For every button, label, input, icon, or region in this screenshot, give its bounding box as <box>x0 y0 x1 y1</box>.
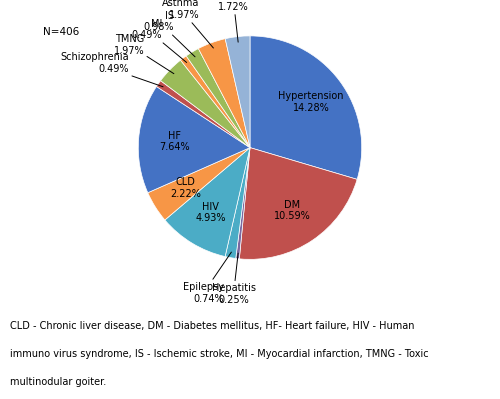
Text: Schizophrenia
0.49%: Schizophrenia 0.49% <box>60 52 163 87</box>
Text: Hypertension
14.28%: Hypertension 14.28% <box>278 91 344 113</box>
Wedge shape <box>156 81 250 148</box>
Wedge shape <box>165 148 250 257</box>
Text: DM
10.59%: DM 10.59% <box>274 200 311 221</box>
Wedge shape <box>138 87 250 193</box>
Text: TMNG
1.97%: TMNG 1.97% <box>114 34 174 74</box>
Wedge shape <box>180 56 250 148</box>
Wedge shape <box>236 148 250 259</box>
Text: multinodular goiter.: multinodular goiter. <box>10 377 106 387</box>
Wedge shape <box>225 36 250 148</box>
Text: Corplumonale
1.72%: Corplumonale 1.72% <box>200 0 268 42</box>
Text: MI
0.49%: MI 0.49% <box>132 18 186 63</box>
Text: Epilepsy
0.74%: Epilepsy 0.74% <box>183 252 232 304</box>
Text: HIV
4.93%: HIV 4.93% <box>196 202 226 223</box>
Wedge shape <box>250 36 362 180</box>
Text: N=406: N=406 <box>44 27 80 37</box>
Wedge shape <box>198 39 250 148</box>
Wedge shape <box>225 148 250 259</box>
Text: Hepatitis
0.25%: Hepatitis 0.25% <box>212 253 256 305</box>
Text: HF
7.64%: HF 7.64% <box>159 130 190 152</box>
Text: immuno virus syndrome, IS - Ischemic stroke, MI - Myocardial infarction, TMNG - : immuno virus syndrome, IS - Ischemic str… <box>10 349 428 359</box>
Wedge shape <box>186 49 250 148</box>
Text: Asthma
1.97%: Asthma 1.97% <box>162 0 214 48</box>
Wedge shape <box>148 148 250 220</box>
Text: CLD
2.22%: CLD 2.22% <box>170 177 201 199</box>
Wedge shape <box>240 148 357 259</box>
Wedge shape <box>160 60 250 148</box>
Text: CLD - Chronic liver disease, DM - Diabetes mellitus, HF- Heart failure, HIV - Hu: CLD - Chronic liver disease, DM - Diabet… <box>10 321 414 331</box>
Text: IS
0.98%: IS 0.98% <box>143 11 195 57</box>
